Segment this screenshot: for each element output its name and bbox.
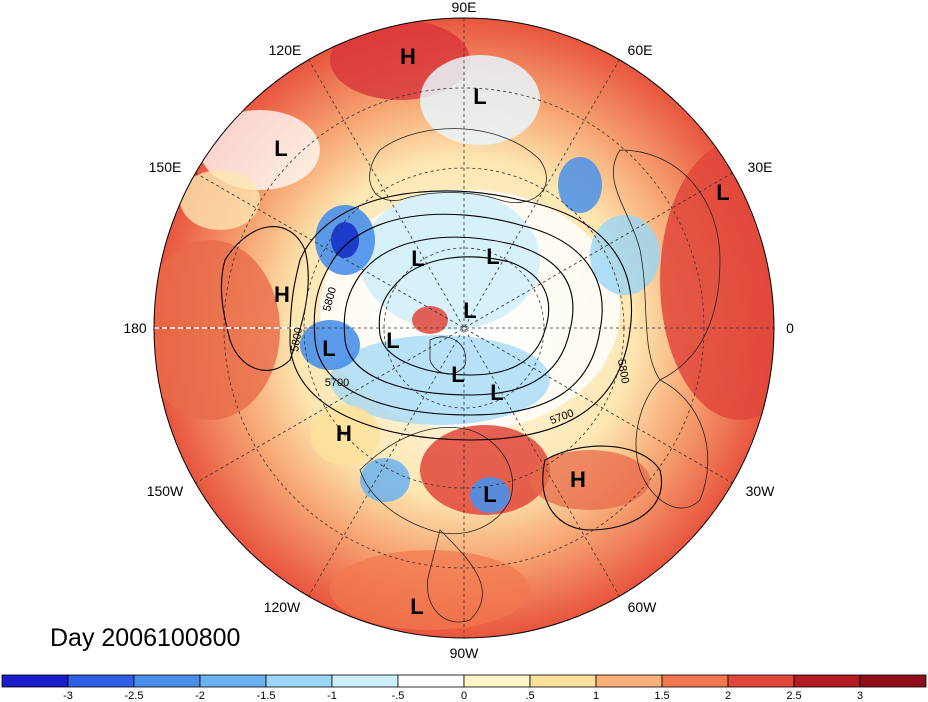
colorbar-tick-label: -3 <box>63 690 73 702</box>
lon-label-120e: 120E <box>269 42 302 58</box>
colorbar: -3 -2.5 -2 -1.5 -1 -.5 0 .5 1 1.5 2 2.5 3 <box>1 674 927 702</box>
colorbar-tick-label: -2.5 <box>125 690 144 702</box>
lon-label-120w: 120W <box>264 599 301 615</box>
contour-label: 5800 <box>615 358 631 384</box>
map-border <box>153 17 775 639</box>
colorbar-tick-label: -1 <box>327 690 337 702</box>
colorbar-swatch <box>1 674 69 688</box>
lon-label-90w: 90W <box>450 645 480 661</box>
pressure-center-label: L <box>451 362 464 387</box>
lon-label-150e: 150E <box>149 159 182 175</box>
pressure-center-label: L <box>411 246 424 271</box>
colorbar-swatch <box>397 674 465 688</box>
lon-label-150w: 150W <box>147 483 184 499</box>
pressure-center-label: L <box>483 482 496 507</box>
day-label: Day 2006100800 <box>50 624 240 652</box>
colorbar-swatch <box>463 674 531 688</box>
colorbar-tick-label: 2.5 <box>786 690 801 702</box>
graticule <box>154 18 774 638</box>
pressure-center-label: H <box>570 467 586 492</box>
colorbar-swatch <box>661 674 729 688</box>
colorbar-swatch <box>595 674 663 688</box>
pressure-center-label: H <box>274 282 290 307</box>
colorbar-tick-label: 3 <box>857 690 863 702</box>
colorbar-tick-label: 0 <box>461 690 467 702</box>
pressure-center-label: L <box>410 594 423 619</box>
lon-label-180: 180 <box>123 320 147 336</box>
pressure-center-label: L <box>716 180 729 205</box>
colorbar-tick-label: -2 <box>195 690 205 702</box>
map-disk <box>154 18 774 638</box>
colorbar-swatch <box>793 674 861 688</box>
pressure-center-label: L <box>322 336 335 361</box>
pressure-center-label: H <box>336 421 352 446</box>
colorbar-swatch <box>199 674 267 688</box>
contour-label: 5800 <box>289 326 305 352</box>
colorbar-swatch <box>67 674 135 688</box>
coastlines <box>359 128 721 623</box>
pressure-center-label: L <box>473 84 486 109</box>
colorbar-ticks: -3 -2.5 -2 -1.5 -1 -.5 0 .5 1 1.5 2 2.5 3 <box>63 690 863 702</box>
pressure-center-label: H <box>400 44 416 69</box>
pressure-center-label: L <box>490 380 503 405</box>
colorbar-swatch <box>331 674 399 688</box>
colorbar-tick-label: 1.5 <box>654 690 669 702</box>
pressure-center-label: L <box>386 328 399 353</box>
colorbar-swatch <box>133 674 201 688</box>
colorbar-swatch <box>727 674 795 688</box>
colorbar-tick-label: 2 <box>725 690 731 702</box>
lon-label-90e: 90E <box>452 0 477 15</box>
colorbar-swatch <box>529 674 597 688</box>
height-contours <box>220 190 663 531</box>
lon-label-30w: 30W <box>746 483 776 499</box>
colorbar-tick-label: -.5 <box>392 690 405 702</box>
pressure-center-label: L <box>486 244 499 269</box>
anomaly-shading <box>154 20 774 630</box>
pressure-center-label: L <box>274 136 287 161</box>
lon-label-0: 0 <box>786 320 794 336</box>
lon-label-30e: 30E <box>748 159 773 175</box>
lon-label-60w: 60W <box>628 599 658 615</box>
colorbar-tick-label: .5 <box>525 690 534 702</box>
pressure-centers: H L L L H L L L L L L L H L H L <box>274 44 730 619</box>
lon-label-60e: 60E <box>628 42 653 58</box>
contour-label: 5700 <box>325 377 349 389</box>
colorbar-swatch <box>859 674 927 688</box>
colorbar-tick-label: 1 <box>593 690 599 702</box>
colorbar-swatches <box>1 674 927 688</box>
colorbar-swatch <box>265 674 333 688</box>
colorbar-tick-label: -1.5 <box>257 690 276 702</box>
pressure-center-label: L <box>463 298 476 323</box>
longitude-labels: 90E 120E 60E 150E 30E 180 0 150W 30W 120… <box>123 0 794 661</box>
